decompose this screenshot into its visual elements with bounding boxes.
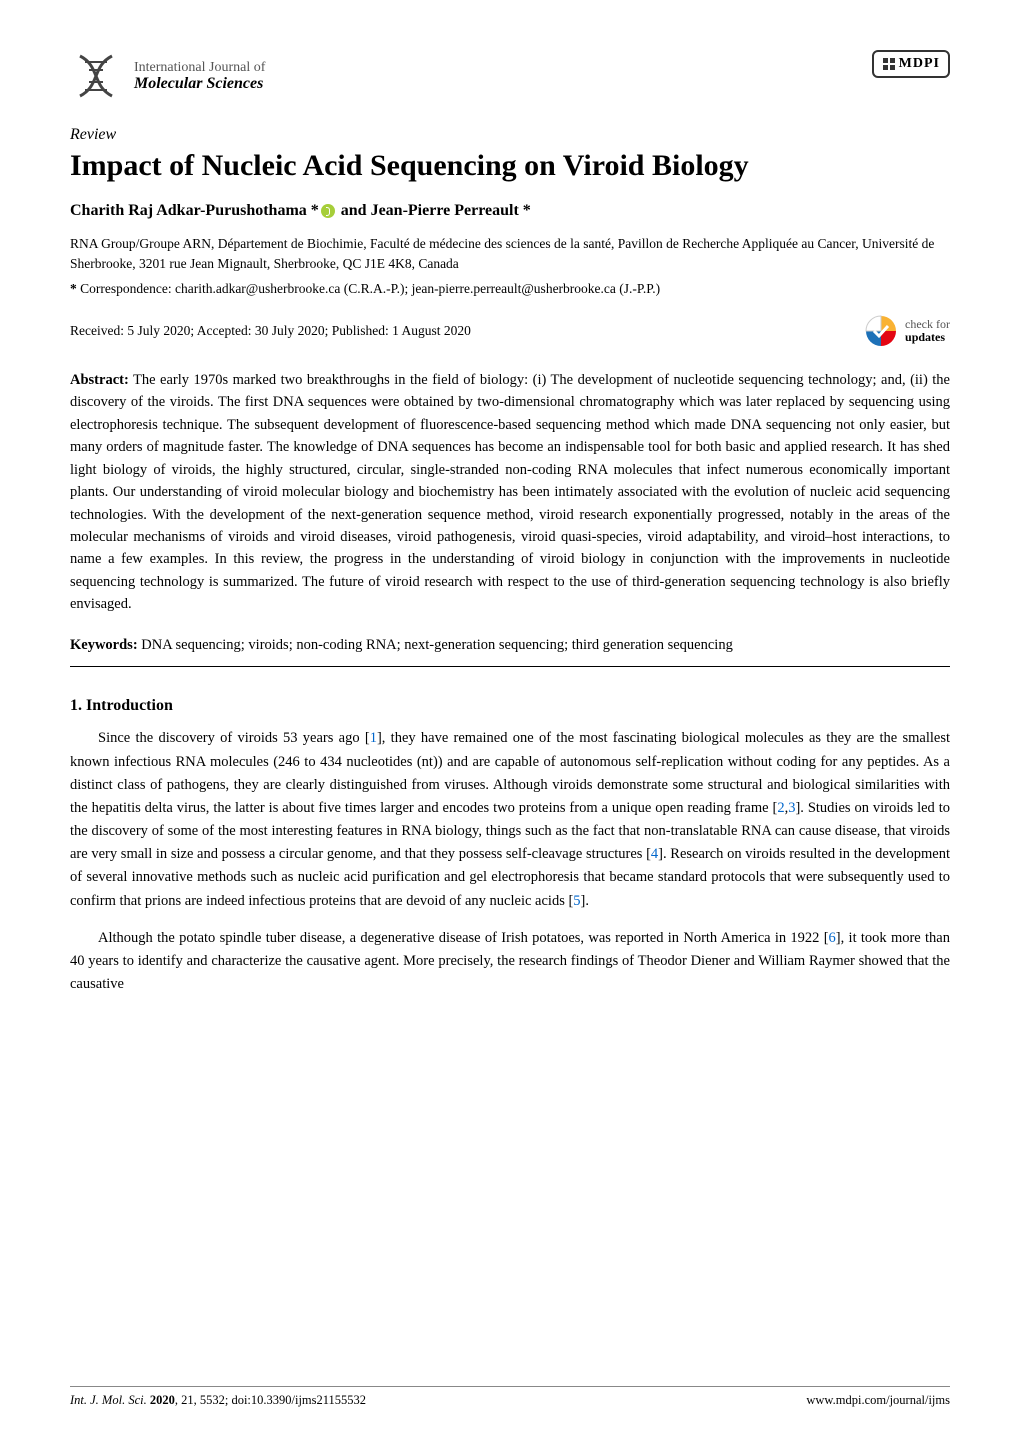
check-updates-label: check for updates — [905, 318, 950, 344]
keywords-label: Keywords: — [70, 637, 138, 653]
author-2: and Jean-Pierre Perreault * — [337, 202, 531, 219]
journal-name-line1: International Journal of — [134, 60, 265, 75]
divider — [70, 666, 950, 667]
correspondence: * Correspondence: charith.adkar@usherbro… — [70, 279, 950, 299]
author-list: Charith Raj Adkar-Purushothama * and Jea… — [70, 202, 950, 220]
citation-6[interactable]: 6 — [829, 930, 836, 946]
citation-5[interactable]: 5 — [573, 893, 580, 909]
publication-dates: Received: 5 July 2020; Accepted: 30 July… — [70, 323, 471, 339]
check-updates-line2: updates — [905, 331, 950, 344]
check-for-updates-button[interactable]: check for updates — [863, 313, 950, 349]
page-footer: Int. J. Mol. Sci. 2020, 21, 5532; doi:10… — [70, 1386, 950, 1408]
abstract-text: The early 1970s marked two breakthroughs… — [70, 372, 950, 613]
abstract: Abstract: The early 1970s marked two bre… — [70, 369, 950, 616]
journal-name-line2: Molecular Sciences — [134, 75, 265, 93]
publisher-mark-icon — [882, 57, 896, 71]
article-type: Review — [70, 126, 950, 144]
journal-brand: International Journal of Molecular Scien… — [70, 50, 265, 102]
journal-logo-icon — [70, 50, 122, 102]
footer-url[interactable]: www.mdpi.com/journal/ijms — [806, 1393, 950, 1408]
citation-2[interactable]: 2 — [777, 800, 784, 816]
check-updates-icon — [863, 313, 899, 349]
citation-1[interactable]: 1 — [370, 730, 377, 746]
article-title: Impact of Nucleic Acid Sequencing on Vir… — [70, 148, 950, 184]
affiliation: RNA Group/Groupe ARN, Département de Bio… — [70, 234, 950, 273]
author-1: Charith Raj Adkar-Purushothama * — [70, 202, 319, 219]
correspondence-text: Correspondence: charith.adkar@usherbrook… — [77, 281, 660, 296]
body-paragraph-2: Although the potato spindle tuber diseas… — [70, 927, 950, 997]
abstract-label: Abstract: — [70, 372, 129, 388]
journal-name: International Journal of Molecular Scien… — [134, 60, 265, 93]
orcid-icon[interactable] — [321, 204, 335, 218]
keywords: Keywords: DNA sequencing; viroids; non-c… — [70, 634, 950, 656]
correspondence-star: * — [70, 281, 77, 296]
keywords-text: DNA sequencing; viroids; non-coding RNA;… — [138, 637, 733, 653]
footer-citation: Int. J. Mol. Sci. 2020, 21, 5532; doi:10… — [70, 1393, 366, 1408]
check-updates-line1: check for — [905, 318, 950, 331]
publisher-name: MDPI — [899, 56, 940, 72]
dates-row: Received: 5 July 2020; Accepted: 30 July… — [70, 313, 950, 349]
section-1-heading: 1. Introduction — [70, 697, 950, 715]
body-paragraph-1: Since the discovery of viroids 53 years … — [70, 727, 950, 913]
page-header: International Journal of Molecular Scien… — [70, 50, 950, 102]
publisher-logo: MDPI — [872, 50, 950, 78]
